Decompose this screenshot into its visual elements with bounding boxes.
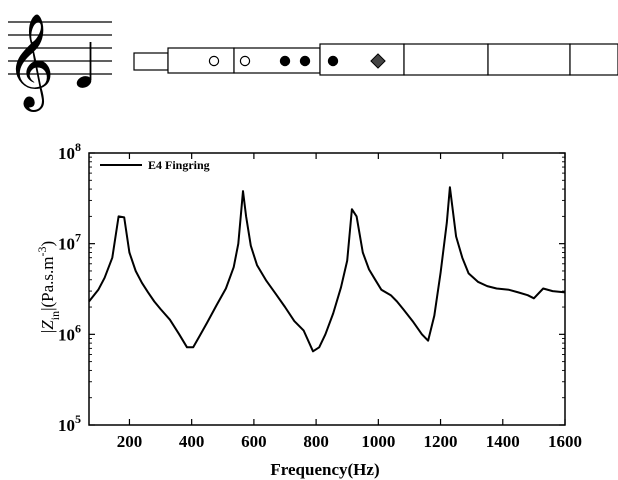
ylabel-symbol: Z <box>38 320 57 330</box>
y-tick-label: 108 <box>58 140 81 163</box>
series-line-e4 <box>88 186 566 353</box>
x-tick-label: 1200 <box>424 432 458 451</box>
open-hole-icon <box>208 55 220 67</box>
x-tick-label: 800 <box>303 432 329 451</box>
x-tick-label: 200 <box>117 432 143 451</box>
closed-hole-icon <box>299 55 311 67</box>
x-tick-label: 1600 <box>548 432 582 451</box>
axis-ticks <box>89 152 566 426</box>
x-tick-label: 400 <box>179 432 205 451</box>
y-tick-label: 106 <box>58 321 81 344</box>
tube-segment <box>167 47 235 74</box>
ylabel-close: ) <box>38 241 57 247</box>
music-staff: 𝄞 <box>6 13 112 112</box>
impedance-chart: 200 400 600 800 1000 1200 1400 1600 105 106 107… <box>35 140 582 479</box>
y-tick-label: 107 <box>58 231 81 254</box>
ylabel-bar-left: | <box>38 330 57 333</box>
legend: E4 Fingring <box>100 158 210 172</box>
tube-segment <box>487 43 571 76</box>
tube-segment <box>569 43 618 76</box>
open-hole-icon <box>239 55 251 67</box>
svg-text:|Zin|(Pa.s.m-3): |Zin|(Pa.s.m-3) <box>35 241 62 333</box>
ylabel-exponent: -3 <box>35 247 49 257</box>
ylabel-subscript: in <box>48 311 62 320</box>
x-tick-label: 1400 <box>486 432 520 451</box>
instrument-diagram <box>133 43 618 76</box>
x-tick-labels: 200 400 600 800 1000 1200 1400 1600 <box>117 432 582 451</box>
ylabel-units: (Pa.s.m <box>38 257 57 308</box>
treble-clef-icon: 𝄞 <box>6 13 54 112</box>
y-axis-title: |Zin|(Pa.s.m-3) <box>35 241 62 333</box>
plot-frame <box>88 152 566 426</box>
legend-label: E4 Fingring <box>148 158 210 172</box>
y-tick-label: 105 <box>58 412 81 435</box>
ylabel-bar-right: | <box>38 308 57 311</box>
tube-segment <box>133 52 169 71</box>
closed-hole-icon <box>327 55 339 67</box>
tube-segment <box>403 43 489 76</box>
x-tick-label: 1000 <box>361 432 395 451</box>
key-hole-icon <box>370 53 386 69</box>
quarter-note-icon <box>76 42 92 88</box>
y-tick-labels: 105 106 107 108 <box>58 140 81 435</box>
x-axis-title: Frequency(Hz) <box>270 460 379 479</box>
x-tick-label: 600 <box>241 432 267 451</box>
closed-hole-icon <box>279 55 291 67</box>
